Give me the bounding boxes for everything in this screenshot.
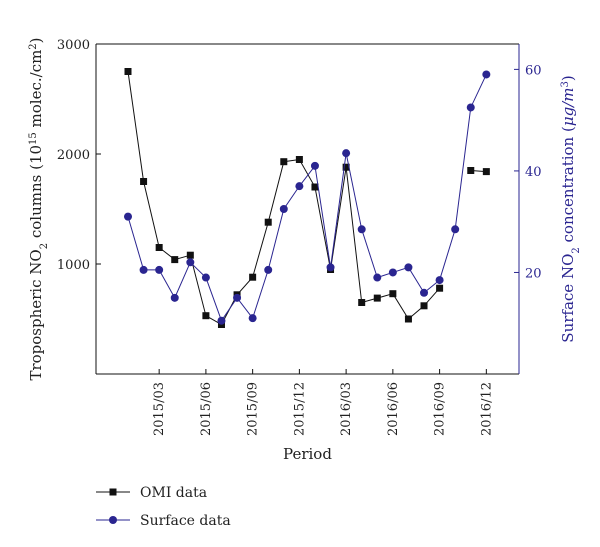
surface-point — [373, 273, 382, 282]
surface-point — [404, 263, 413, 272]
surface-point — [217, 316, 226, 325]
surface-point — [342, 149, 351, 158]
surface-point — [388, 268, 397, 277]
omi-line — [127, 71, 440, 326]
omi-point — [280, 158, 288, 166]
omi-point — [295, 156, 303, 163]
x-tick-label: 2016/03 — [339, 382, 354, 436]
surface-point — [326, 263, 335, 272]
omi-point — [342, 163, 350, 171]
omi-point — [482, 168, 490, 176]
surface-point — [233, 293, 242, 302]
x-tick-label: 2015/09 — [246, 382, 261, 436]
omi-point — [124, 68, 132, 75]
surface-point — [139, 265, 148, 274]
x-tick-label: 2015/12 — [292, 382, 307, 436]
omi-point — [467, 167, 475, 174]
omi-point — [404, 315, 412, 323]
series-surface — [124, 70, 491, 325]
legend-label: OMI data — [140, 485, 207, 501]
y-right-tick-label: 60 — [525, 63, 542, 78]
omi-point — [140, 178, 148, 185]
surface-point — [310, 161, 319, 170]
x-tick-label: 2016/09 — [433, 382, 448, 436]
y-right-tick-label: 20 — [525, 266, 542, 281]
surface-point — [357, 225, 366, 234]
surface-point — [248, 314, 257, 323]
surface-point — [420, 288, 429, 297]
y-left-tick-label: 3000 — [57, 38, 90, 53]
surface-point — [451, 225, 460, 234]
omi-point — [311, 183, 319, 191]
x-axis-label: Period — [283, 445, 332, 463]
omi-point — [202, 312, 210, 320]
omi-point — [249, 273, 257, 281]
y-axis-right-label: Surface NO2 concentration (μg/m3) — [559, 75, 582, 342]
omi-point — [420, 302, 428, 310]
x-tick-label: 2016/06 — [386, 382, 401, 436]
x-tick-label: 2016/12 — [479, 382, 494, 436]
surface-point — [186, 258, 195, 267]
surface-point — [482, 70, 491, 79]
surface-point — [435, 276, 444, 285]
omi-point — [171, 256, 179, 264]
omi-point — [186, 251, 194, 259]
surface-point — [466, 103, 475, 112]
legend-marker — [109, 516, 117, 524]
x-tick-label: 2015/03 — [152, 382, 167, 436]
surface-point — [201, 273, 210, 282]
legend-marker — [109, 488, 117, 496]
omi-point — [155, 244, 163, 251]
surface-point — [264, 265, 273, 274]
omi-point — [358, 299, 366, 306]
surface-point — [295, 182, 304, 191]
x-tick-label: 2015/06 — [199, 382, 214, 436]
omi-point — [264, 218, 272, 226]
y-left-tick-label: 2000 — [57, 148, 90, 163]
y-right-tick-label: 40 — [525, 165, 542, 180]
surface-point — [170, 293, 179, 302]
surface-line — [127, 74, 487, 322]
surface-point — [279, 205, 288, 213]
y-left-tick-label: 1000 — [57, 258, 90, 273]
legend-label: Surface data — [140, 513, 231, 529]
omi-point — [389, 290, 397, 298]
surface-point — [155, 265, 164, 274]
series-omi — [124, 68, 490, 328]
legend: OMI data Surface data — [96, 485, 231, 529]
omi-point — [436, 284, 444, 292]
y-axis-left-label: Tropospheric NO2 columns (1015 molec./cm… — [27, 37, 50, 380]
surface-point — [124, 212, 132, 221]
omi-point — [373, 294, 381, 302]
